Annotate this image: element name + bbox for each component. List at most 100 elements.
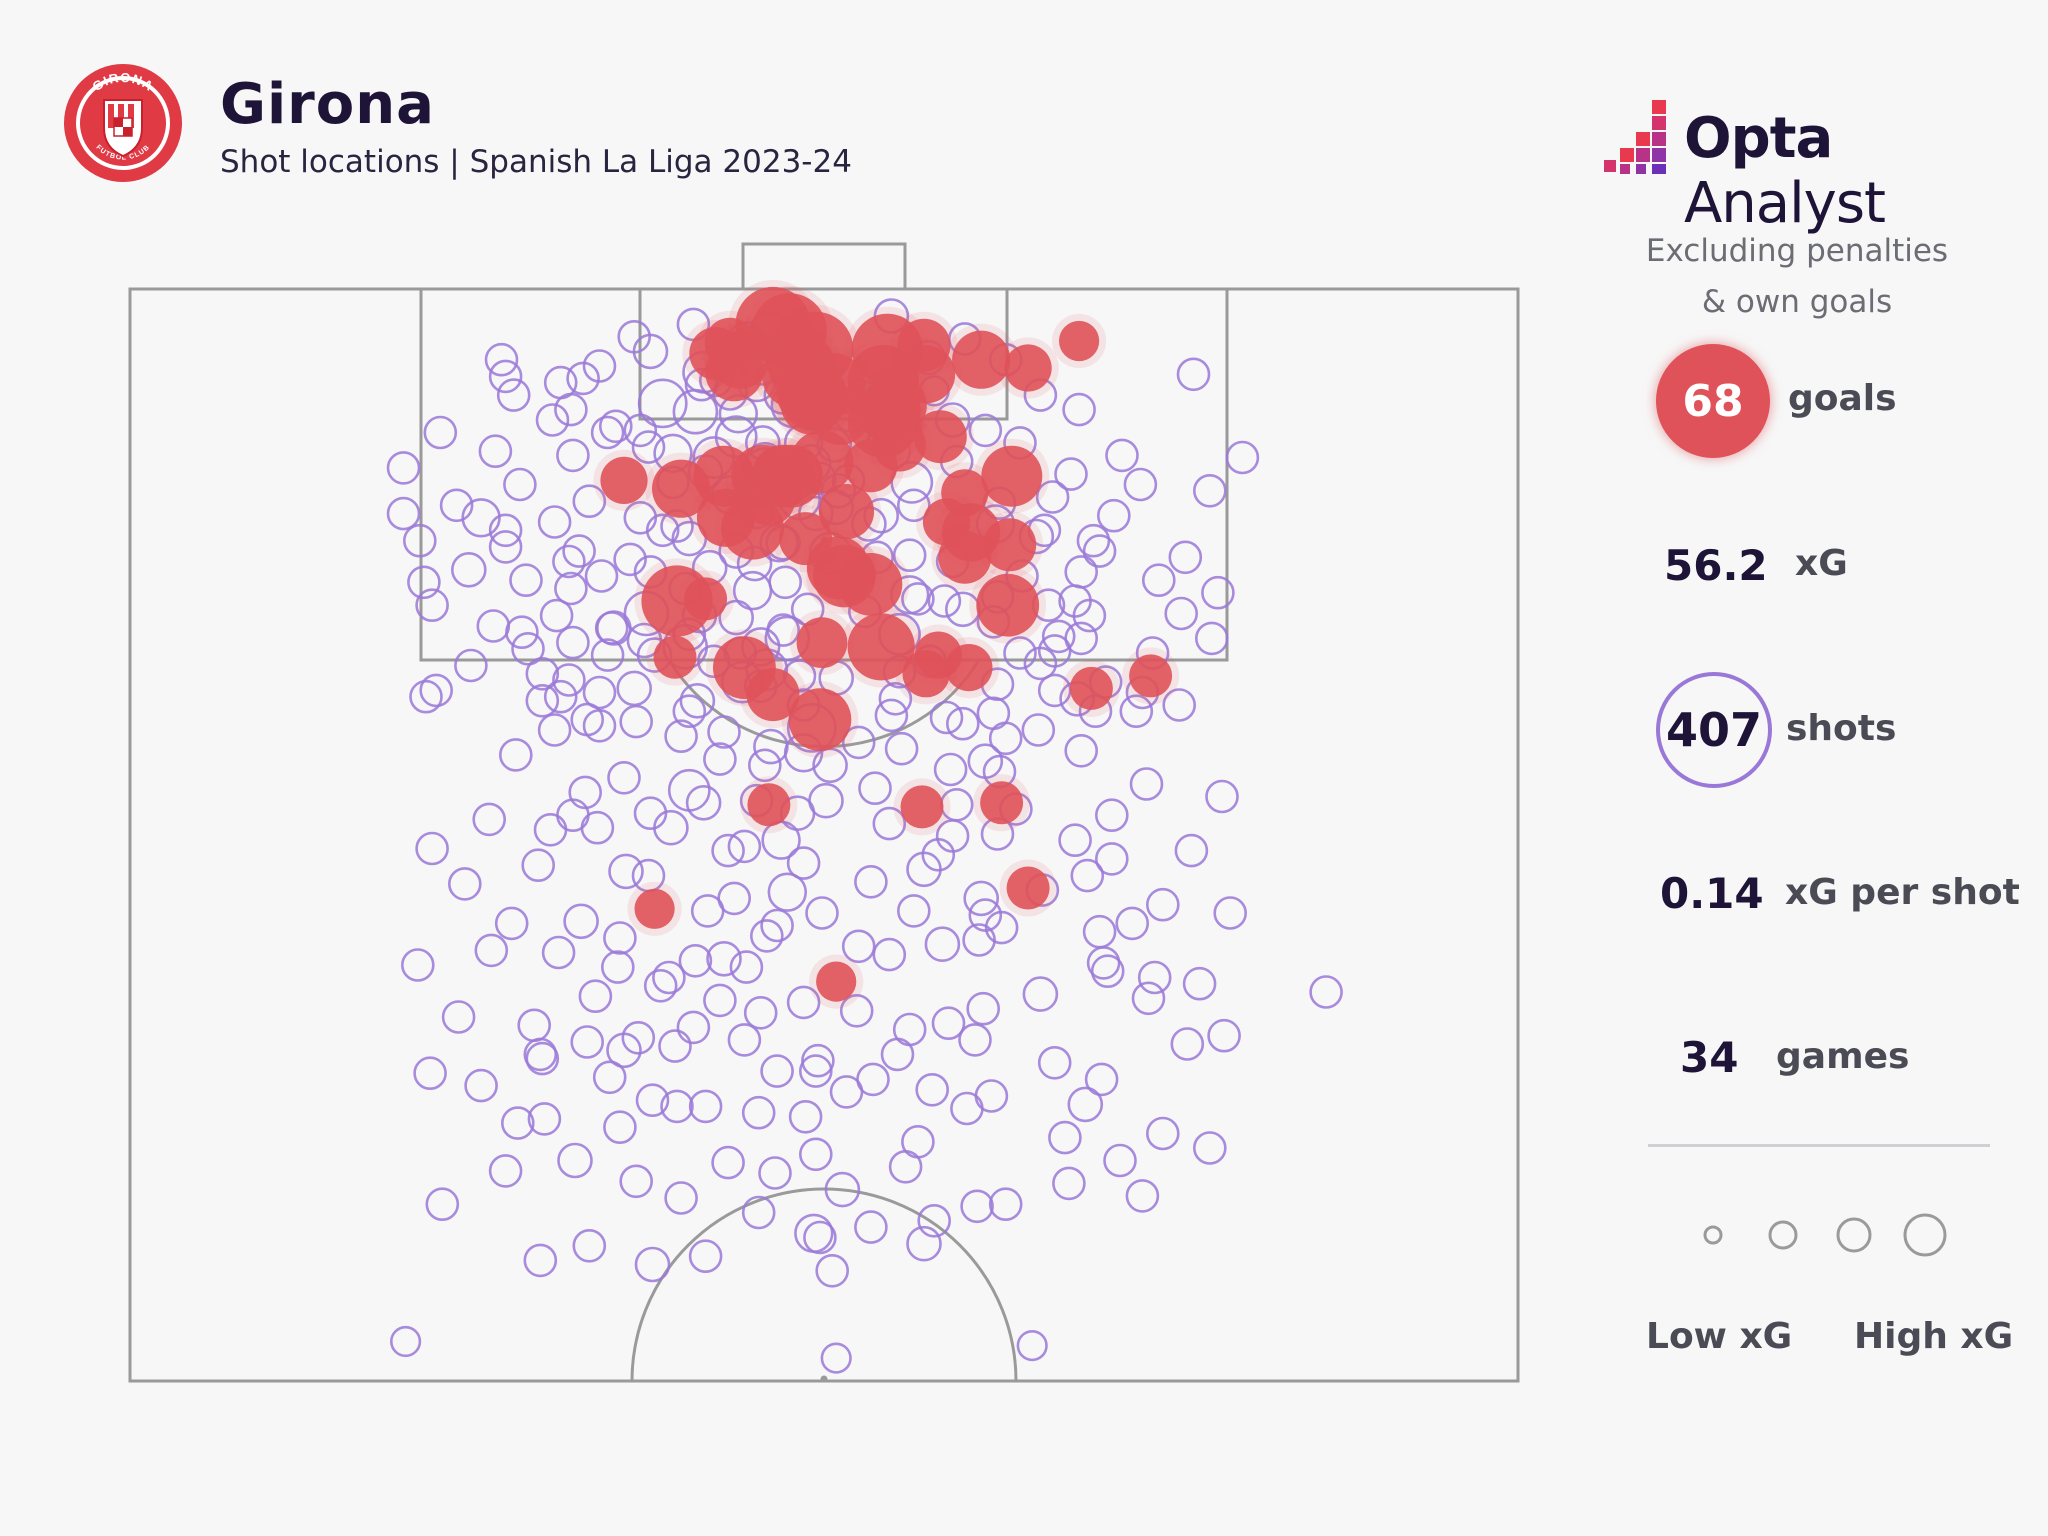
girona-crest-logo: GIRONA FUTBOL CLUB: [64, 64, 182, 182]
shot-marker: [1023, 646, 1058, 681]
shot-marker: [753, 728, 789, 765]
shot-marker: [1022, 976, 1059, 1012]
shot-marker: [450, 551, 487, 588]
shot-marker: [600, 950, 635, 984]
shot-marker: [635, 1083, 670, 1117]
shot-marker: [415, 588, 449, 623]
shot-marker: [1205, 779, 1239, 814]
shot-marker: [1103, 1143, 1137, 1178]
goal-marker: [796, 617, 848, 668]
shot-marker: [1021, 713, 1056, 747]
shot-marker: [658, 1029, 692, 1063]
shot-marker: [768, 565, 803, 600]
shot-marker: [794, 1213, 834, 1254]
xg-value: 56.2: [1664, 541, 1768, 590]
goal-marker: [816, 961, 857, 1002]
goal-marker: [653, 635, 697, 679]
shot-marker: [1193, 473, 1227, 508]
shot-marker: [472, 802, 507, 837]
shot-marker: [1146, 1116, 1180, 1151]
goal-marker: [902, 650, 950, 698]
shot-marker: [527, 1102, 562, 1136]
shot-marker: [707, 715, 741, 749]
shot-marker: [1142, 563, 1176, 598]
brand-name-light: Analyst: [1684, 171, 1886, 236]
shot-marker: [786, 985, 821, 1020]
shot-marker: [858, 771, 892, 806]
shot-marker: [1037, 1046, 1072, 1080]
shot-marker: [688, 1239, 723, 1273]
shot-marker: [488, 530, 523, 564]
shot-marker: [572, 484, 607, 519]
shot-marker: [1309, 975, 1343, 1009]
shot-marker: [552, 544, 586, 579]
shot-marker: [511, 631, 545, 666]
shot-marker: [1201, 575, 1235, 610]
shot-marker: [386, 451, 421, 485]
shot-marker: [535, 403, 570, 437]
shot-marker: [906, 1225, 942, 1262]
goal-marker: [844, 439, 898, 493]
shot-marker: [539, 598, 574, 633]
shot-marker: [727, 829, 762, 864]
shot-marker: [484, 342, 519, 377]
shot-marker: [749, 919, 784, 953]
shot-marker: [556, 625, 590, 660]
shot-marker: [454, 648, 488, 683]
shot-marker: [606, 1032, 642, 1069]
shot-marker: [608, 853, 644, 890]
shot-marker: [413, 1056, 447, 1090]
legend-circle-l: [1903, 1213, 1947, 1257]
shot-marker: [1035, 480, 1070, 514]
centre-circle: [630, 1187, 1018, 1382]
shot-marker: [678, 943, 713, 978]
shot-marker: [631, 430, 666, 464]
shot-marker: [1123, 467, 1158, 502]
shot-marker: [626, 622, 663, 659]
shot-marker: [541, 935, 576, 970]
goal-marker: [847, 613, 915, 681]
shot-marker: [729, 950, 764, 984]
goal-marker: [900, 785, 944, 829]
shot-marker: [1082, 914, 1117, 949]
shot-marker: [494, 906, 529, 941]
shot-marker: [929, 700, 964, 735]
goal-marker: [705, 343, 764, 402]
shot-marker: [478, 434, 513, 469]
xg-size-legend: [1703, 1213, 1947, 1257]
goal-marker: [747, 783, 791, 827]
shot-marker: [672, 694, 707, 729]
shot-marker: [1052, 1166, 1086, 1201]
shot-marker: [488, 513, 523, 548]
opta-analyst-wordmark: Opta Analyst: [1684, 106, 2048, 236]
shot-marker: [503, 467, 537, 502]
shot-marker: [621, 1021, 656, 1055]
shot-marker: [464, 1068, 498, 1103]
shot-marker: [582, 349, 617, 383]
shot-marker: [967, 743, 1004, 780]
goal-marker: [980, 781, 1024, 825]
shot-marker: [525, 683, 560, 718]
shot-marker: [537, 505, 572, 539]
shot-marker: [706, 940, 742, 977]
shot-marker: [711, 833, 745, 868]
shot-marker: [664, 1181, 698, 1215]
shot-marker: [556, 438, 590, 473]
shot-marker: [552, 663, 586, 697]
brand-name-bold: Opta: [1684, 106, 1833, 171]
shot-marker: [1097, 498, 1131, 533]
shots-label: shots: [1786, 708, 1897, 749]
goals-label: goals: [1788, 378, 1897, 419]
shot-marker: [841, 725, 876, 760]
shot-marker: [623, 413, 658, 448]
shot-marker: [572, 1229, 607, 1263]
note-line-1: Excluding penalties: [1645, 233, 1949, 269]
shot-marker: [815, 1254, 850, 1288]
goal-marker: [788, 688, 852, 751]
shot-marker: [1084, 1062, 1119, 1097]
shot-marker: [743, 995, 778, 1030]
shot-marker: [1048, 1120, 1082, 1155]
shot-marker: [607, 760, 641, 795]
shot-marker: [590, 638, 625, 672]
shot-marker: [805, 896, 839, 930]
